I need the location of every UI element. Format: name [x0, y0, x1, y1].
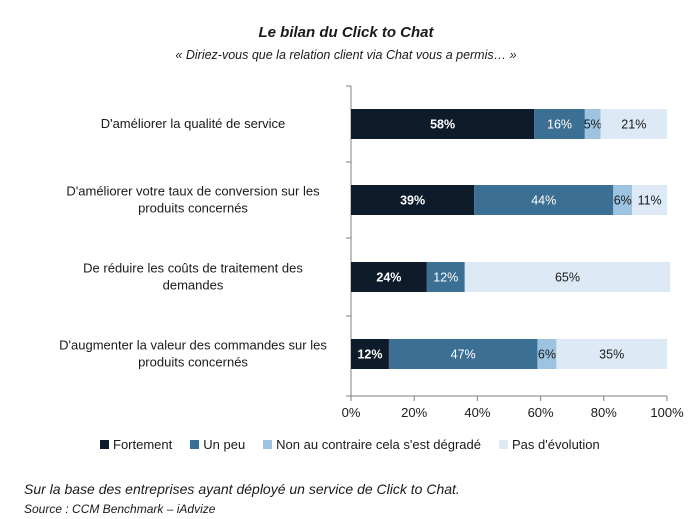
bar-segment-1-3 — [632, 185, 667, 215]
bar-segment-3-2 — [537, 339, 557, 369]
legend-item-pas-evolution: Pas d'évolution — [499, 437, 600, 452]
bar-value-label-1-2: 6% — [614, 194, 632, 208]
legend-item-fortement: Fortement — [100, 437, 172, 452]
bar-value-label-0-0: 58% — [430, 118, 455, 132]
bar-segment-3-3 — [556, 339, 667, 369]
bar-value-label-0-2: 5% — [584, 118, 602, 132]
bar-value-label-0-1: 16% — [547, 118, 572, 132]
chart-title: Le bilan du Click to Chat — [258, 24, 434, 41]
legend-item-degrade: Non au contraire cela s'est dégradé — [263, 437, 481, 452]
bar-value-label-3-2: 6% — [538, 348, 556, 362]
bar-value-label-3-0: 12% — [357, 348, 382, 362]
legend-item-un-peu: Un peu — [190, 437, 245, 452]
category-label-1: D'améliorer votre taux de conversion sur… — [66, 184, 320, 216]
legend: Fortement Un peu Non au contraire cela s… — [100, 437, 600, 452]
x-tick-label-3: 60% — [528, 405, 554, 420]
bar-segment-1-0 — [351, 185, 475, 215]
legend-label-pas-evolution: Pas d'évolution — [512, 437, 600, 452]
category-label-2: De réduire les coûts de traitement des de… — [83, 261, 303, 293]
bar-segment-0-3 — [600, 109, 667, 139]
legend-swatch-un-peu — [190, 440, 200, 449]
bar-segment-1-1 — [474, 185, 614, 215]
bar-value-label-3-1: 47% — [451, 348, 476, 362]
category-label-line: D'améliorer la qualité de service — [101, 116, 286, 131]
legend-swatch-fortement — [100, 440, 109, 449]
bar-segment-0-0 — [351, 109, 535, 139]
bar-value-label-1-3: 11% — [638, 194, 662, 208]
bar-segment-2-0 — [351, 262, 427, 292]
source-credit: Source : CCM Benchmark – iAdvize — [24, 502, 216, 516]
bar-value-label-1-0: 39% — [400, 194, 425, 208]
legend-label-degrade: Non au contraire cela s'est dégradé — [276, 437, 481, 452]
footnote: Sur la base des entreprises ayant déploy… — [24, 481, 460, 497]
bar-value-label-2-1: 12% — [433, 271, 458, 285]
bar-segment-0-2 — [584, 109, 601, 139]
x-tick-label-4: 80% — [591, 405, 617, 420]
chart-subtitle: « Diriez-vous que la relation client via… — [175, 48, 517, 62]
bar-segment-1-2 — [613, 185, 633, 215]
bar-value-label-0-3: 21% — [621, 118, 646, 132]
bar-segment-2-1 — [426, 262, 465, 292]
bar-segment-0-1 — [534, 109, 585, 139]
bar-value-label-3-3: 35% — [599, 348, 624, 362]
legend-swatch-degrade — [263, 440, 273, 449]
category-label-line: produits concernés — [138, 355, 248, 370]
x-tick-label-5: 100% — [650, 405, 684, 420]
bar-value-label-1-1: 44% — [531, 194, 556, 208]
category-label-line: De réduire les coûts de traitement des — [83, 261, 303, 276]
category-label-0: D'améliorer la qualité de service — [101, 116, 286, 131]
legend-swatch-pas-evolution — [499, 440, 508, 449]
stacked-bar-chart: 0% 20% 40% 60% 80% 100% D'améliorer la qualité… — [59, 85, 684, 420]
bar-segment-3-1 — [388, 339, 538, 369]
legend-label-un-peu: Un peu — [203, 437, 246, 452]
category-label-3: D'augmenter la valeur des commandes sur … — [59, 338, 327, 370]
bar-value-label-2-0: 24% — [376, 271, 401, 285]
x-tick-label-2: 40% — [464, 405, 490, 420]
bar-segment-2-3 — [464, 262, 671, 292]
legend-label-fortement: Fortement — [113, 437, 173, 452]
bar-value-label-2-3: 65% — [555, 271, 580, 285]
category-label-line: produits concernés — [138, 201, 248, 216]
x-tick-label-0: 0% — [342, 405, 361, 420]
category-label-line: D'augmenter la valeur des commandes sur … — [59, 338, 327, 353]
x-tick-label-1: 20% — [401, 405, 427, 420]
bar-segment-3-0 — [351, 339, 389, 369]
category-label-line: D'améliorer votre taux de conversion sur… — [66, 184, 320, 199]
category-label-line: demandes — [163, 278, 224, 293]
